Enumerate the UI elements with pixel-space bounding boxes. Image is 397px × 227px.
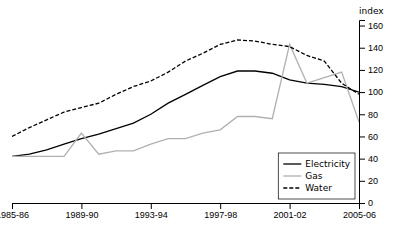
x-tick: 1985-86 <box>0 203 29 220</box>
x-tick: 1989-90 <box>65 203 98 220</box>
y-tick-label: 140 <box>368 43 383 53</box>
y-tick-label: 80 <box>368 110 378 120</box>
y-tick-mark <box>359 203 365 204</box>
x-tick-mark <box>12 203 13 209</box>
legend-swatch <box>283 187 301 188</box>
y-axis-line <box>360 21 366 204</box>
x-tick-label: 1985-86 <box>0 210 29 220</box>
legend-swatch <box>283 163 301 164</box>
y-tick-mark <box>359 114 365 115</box>
y-tick-label: 160 <box>368 21 383 31</box>
x-tick-mark <box>151 203 152 209</box>
y-axis-title: index <box>359 6 384 16</box>
y-tick: 20 <box>359 176 378 186</box>
x-tick-mark <box>220 203 221 209</box>
x-tick-mark <box>290 203 291 209</box>
series-line <box>12 40 359 136</box>
series-line <box>12 44 359 156</box>
x-tick-mark <box>81 203 82 209</box>
y-tick-mark <box>359 70 365 71</box>
y-tick-label: 20 <box>368 176 378 186</box>
legend: Electricity Gas Water <box>278 153 355 199</box>
legend-frame <box>278 153 355 199</box>
y-tick-mark <box>359 136 365 137</box>
y-tick-mark <box>359 92 365 93</box>
y-tick-mark <box>359 48 365 49</box>
x-axis: 1985-86 1989-90 1993-94 1997-98 2001-02 2005-… <box>0 203 376 220</box>
legend-swatch <box>283 175 301 176</box>
plot: 1985-86 1989-90 1993-94 1997-98 2001-02 2005-… <box>0 6 384 220</box>
y-tick-mark <box>359 26 365 27</box>
x-tick-label: 1997-98 <box>204 210 237 220</box>
x-tick-label: 1993-94 <box>135 210 168 220</box>
y-tick: 140 <box>359 43 383 53</box>
x-tick: 2001-02 <box>274 203 307 220</box>
y-axis: 0 20 40 60 80 100 120 140 160 <box>359 21 383 209</box>
y-tick: 60 <box>359 132 378 142</box>
lines <box>12 40 359 156</box>
x-tick-label: 2005-06 <box>343 210 376 220</box>
y-tick-mark <box>359 159 365 160</box>
y-tick-label: 60 <box>368 132 378 142</box>
chart: 1985-86 1989-90 1993-94 1997-98 2001-02 2005-… <box>0 0 397 227</box>
x-tick-label: 2001-02 <box>274 210 307 220</box>
legend-label: Water <box>305 183 332 193</box>
x-tick: 1993-94 <box>135 203 168 220</box>
y-tick-label: 120 <box>368 65 383 75</box>
y-tick-mark <box>359 181 365 182</box>
y-tick-label: 40 <box>368 154 378 164</box>
y-tick: 80 <box>359 110 378 120</box>
y-tick-label: 0 <box>368 198 373 208</box>
x-tick-label: 1989-90 <box>65 210 98 220</box>
y-tick: 100 <box>359 87 383 97</box>
y-tick: 0 <box>359 198 373 208</box>
legend-label: Gas <box>305 171 322 181</box>
x-axis-line <box>13 204 360 210</box>
legend-label: Electricity <box>305 159 350 169</box>
y-tick: 120 <box>359 65 383 75</box>
y-tick: 160 <box>359 21 383 31</box>
y-tick: 40 <box>359 154 378 164</box>
y-tick-label: 100 <box>368 87 383 97</box>
x-tick: 1997-98 <box>204 203 237 220</box>
